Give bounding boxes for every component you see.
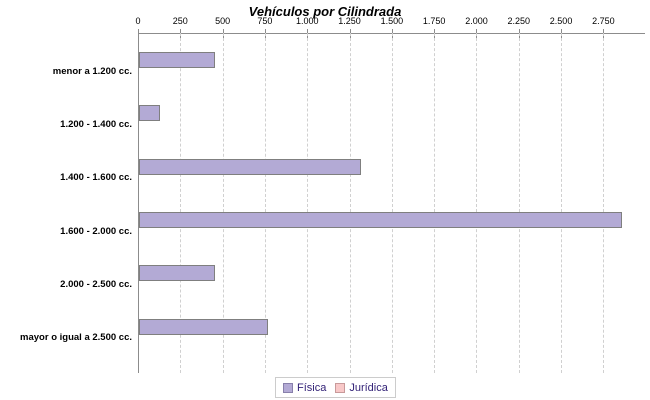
category-label: menor a 1.200 cc.	[52, 65, 132, 77]
category-label: mayor o igual a 2.500 cc.	[20, 332, 132, 344]
axis-tick-label: 2.500	[549, 16, 573, 26]
axis-tick-label: 500	[215, 16, 231, 26]
bar-física	[139, 265, 215, 282]
bar-física	[139, 211, 622, 228]
legend-label: Jurídica	[349, 381, 388, 394]
category-label: 1.200 - 1.400 cc.	[60, 119, 132, 130]
gridline	[264, 33, 266, 373]
category-label: 1.600 - 2.000 cc.	[60, 225, 132, 237]
axis-tick-label: 0	[135, 16, 141, 26]
axis-tick-label: 1.250	[338, 16, 361, 26]
category-label: 1.400 - 1.600 cc.	[60, 172, 132, 184]
bar-física	[139, 52, 215, 68]
axis-tick-label: 2.750	[592, 16, 615, 26]
legend-swatch-icon	[283, 382, 293, 393]
axis-tick-label: 2.250	[507, 16, 531, 26]
axis-tick-mark	[138, 29, 139, 38]
gridline	[349, 33, 351, 373]
axis-tick-label: 1.750	[422, 16, 446, 26]
gridline	[518, 33, 520, 373]
axis-tick-label: 1.500	[380, 16, 404, 26]
legend-item: Jurídica	[335, 382, 388, 394]
legend: Física Jurídica	[275, 377, 396, 398]
axis-tick-label: 1.000	[295, 16, 319, 26]
gridline	[476, 33, 478, 373]
axis-tick-label: 750	[257, 16, 273, 26]
legend-label: Física	[297, 381, 327, 394]
axis-tick-label: 2.000	[465, 16, 488, 26]
gridline	[307, 33, 309, 373]
x-axis-line	[138, 33, 645, 34]
gridline	[434, 33, 436, 373]
gridline	[391, 33, 393, 373]
bar-física	[139, 158, 361, 175]
bar-física	[139, 105, 160, 122]
bar-física	[139, 318, 268, 335]
gridline	[603, 33, 605, 373]
category-label: 2.000 - 2.500 cc.	[60, 278, 132, 290]
legend-swatch-icon	[335, 382, 346, 393]
gridline	[222, 33, 224, 373]
gridline	[180, 33, 182, 373]
chart-title: Vehículos por Cilindrada	[248, 4, 402, 19]
legend-item: Física	[283, 382, 326, 394]
gridline	[561, 33, 563, 373]
axis-tick-label: 250	[172, 16, 188, 26]
y-axis-line	[138, 33, 139, 373]
